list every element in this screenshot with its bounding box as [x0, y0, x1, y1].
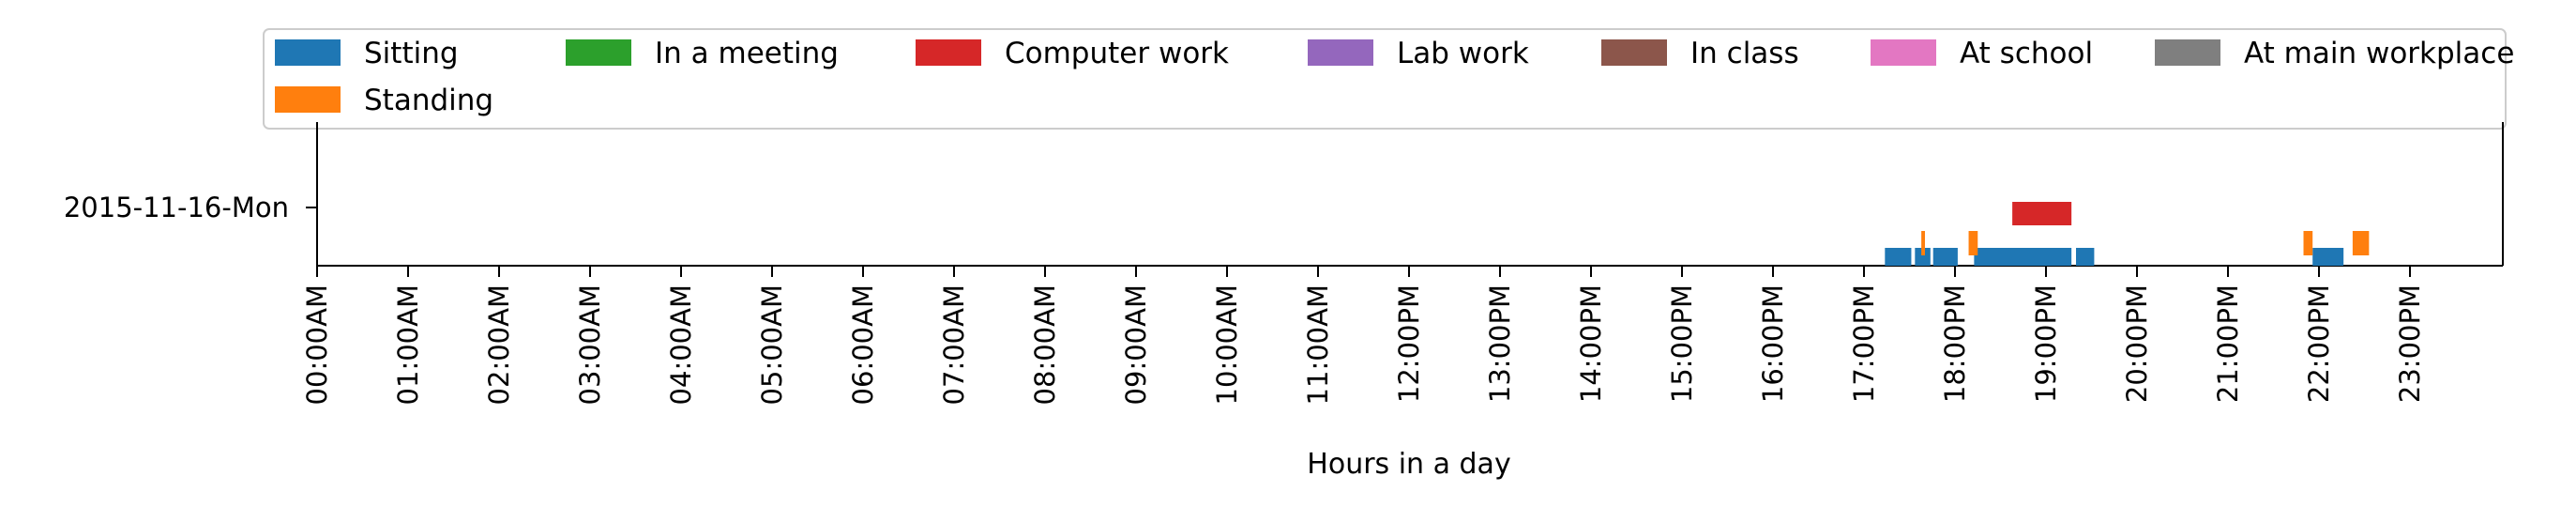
- bar-sitting: [2312, 248, 2344, 266]
- bar-standing: [1921, 231, 1925, 255]
- bar-sitting: [1915, 248, 1931, 266]
- legend-swatch-lab-work: [1308, 39, 1373, 66]
- legend-swatch-at-main-workplace: [2155, 39, 2220, 66]
- legend-swatch-in-class: [1601, 39, 1667, 66]
- x-tick-label: 16:00PM: [1757, 284, 1789, 403]
- legend-swatch-computer-work: [916, 39, 981, 66]
- legend-label-lab-work: Lab work: [1397, 37, 1529, 70]
- legend: Sitting In a meeting Computer work Lab work…: [263, 28, 2514, 130]
- x-tick-label: 21:00PM: [2212, 284, 2244, 403]
- bar-sitting: [1974, 248, 2072, 266]
- x-tick-label: 12:00PM: [1393, 284, 1425, 403]
- x-tick-label: 09:00AM: [1120, 284, 1152, 405]
- x-axis-title: Hours in a day: [1307, 448, 1510, 481]
- y-tick-label: 2015-11-16-Mon: [64, 192, 289, 223]
- legend-frame: [263, 28, 2507, 130]
- x-tick-label: 23:00PM: [2394, 284, 2426, 403]
- x-tick-label: 20:00PM: [2121, 284, 2153, 403]
- bar-standing: [2303, 231, 2313, 255]
- bar-sitting: [1932, 248, 1958, 266]
- legend-swatch-standing: [275, 86, 341, 113]
- x-tick-label: 07:00AM: [938, 284, 970, 405]
- x-tick-label: 03:00AM: [574, 284, 606, 405]
- legend-label-at-school: At school: [1960, 37, 2093, 70]
- legend-label-standing: Standing: [364, 84, 493, 117]
- x-tick-label: 01:00AM: [392, 284, 424, 405]
- x-tick-label: 02:00AM: [483, 284, 515, 405]
- legend-label-in-class: In class: [1690, 37, 1799, 70]
- x-tick-label: 00:00AM: [301, 284, 333, 405]
- legend-label-at-main-workplace: At main workplace: [2244, 37, 2514, 70]
- x-tick-label: 11:00AM: [1302, 284, 1334, 405]
- legend-swatch-in-a-meeting: [566, 39, 631, 66]
- bar-sitting: [2076, 248, 2095, 266]
- x-tick-label: 10:00AM: [1211, 284, 1243, 405]
- bar-standing: [1968, 231, 1978, 255]
- y-axis: 2015-11-16-Mon: [64, 192, 317, 223]
- bar-standing: [2352, 231, 2370, 255]
- x-tick-label: 05:00AM: [756, 284, 788, 405]
- x-tick-label: 18:00PM: [1939, 284, 1971, 403]
- x-tick-label: 13:00PM: [1484, 284, 1516, 403]
- x-tick-label: 04:00AM: [665, 284, 697, 405]
- x-tick-label: 06:00AM: [847, 284, 879, 405]
- bar-computer-work: [2012, 202, 2072, 225]
- x-tick-label: 19:00PM: [2030, 284, 2062, 403]
- bar-sitting: [1885, 248, 1912, 266]
- x-tick-label: 14:00PM: [1575, 284, 1607, 403]
- x-tick-label: 22:00PM: [2303, 284, 2335, 403]
- x-tick-label: 17:00PM: [1848, 284, 1880, 403]
- legend-label-sitting: Sitting: [364, 37, 459, 70]
- x-tick-label: 08:00AM: [1029, 284, 1061, 405]
- legend-swatch-at-school: [1871, 39, 1936, 66]
- x-tick-label: 15:00PM: [1666, 284, 1698, 403]
- legend-label-computer-work: Computer work: [1005, 37, 1229, 70]
- x-axis: 00:00AM 01:00AM 02:00AM 03:00AM 04:00AM 05:00…: [301, 266, 2426, 405]
- plot-area: [316, 122, 2504, 267]
- legend-swatch-sitting: [275, 39, 341, 66]
- legend-label-in-a-meeting: In a meeting: [655, 37, 839, 70]
